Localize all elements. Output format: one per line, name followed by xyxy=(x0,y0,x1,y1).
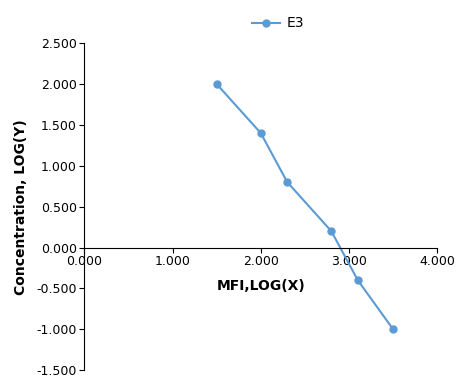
Legend: E3: E3 xyxy=(247,11,310,36)
Line: E3: E3 xyxy=(213,81,397,333)
E3 xyxy=(355,278,361,283)
E3 xyxy=(390,327,396,332)
E3 xyxy=(328,229,334,234)
E3 xyxy=(258,131,264,135)
E3 xyxy=(214,82,219,86)
Y-axis label: Concentration, LOG(Y): Concentration, LOG(Y) xyxy=(14,119,28,294)
X-axis label: MFI,LOG(X): MFI,LOG(X) xyxy=(216,279,305,293)
E3 xyxy=(284,180,290,185)
